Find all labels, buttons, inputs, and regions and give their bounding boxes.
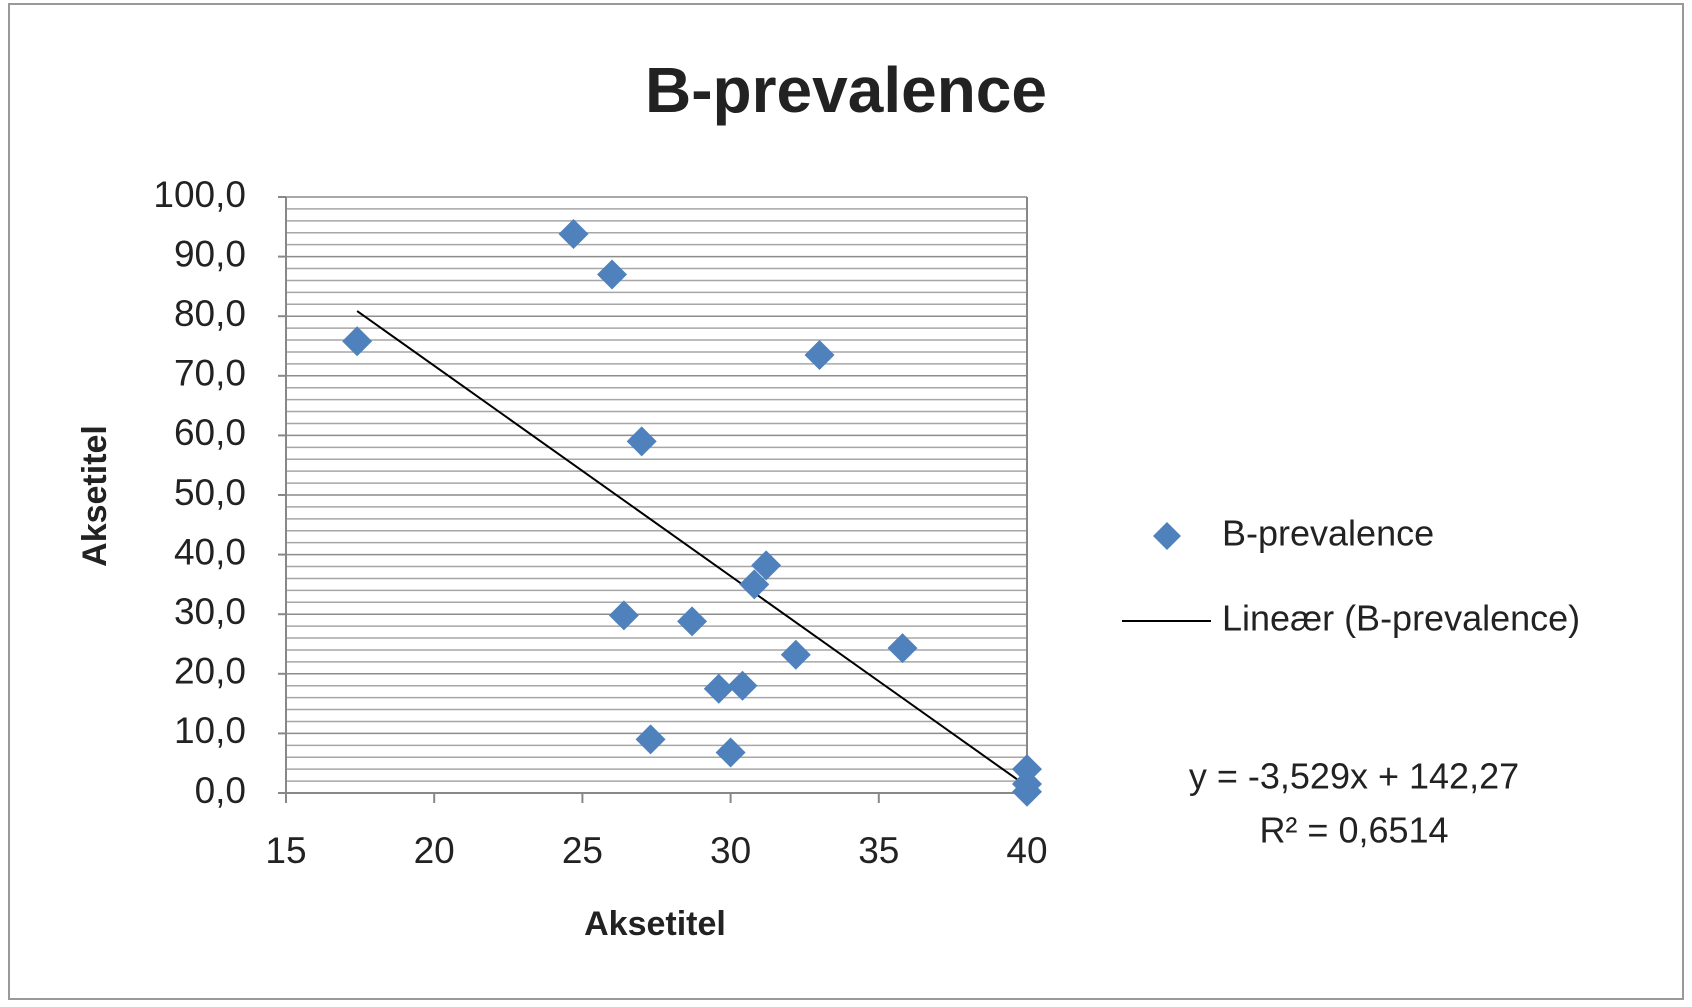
y-tick-label: 20,0: [174, 651, 246, 692]
x-axis-title: Aksetitel: [584, 905, 726, 943]
x-tick-label: 20: [414, 830, 455, 871]
data-point: [608, 600, 639, 631]
y-tick-label: 10,0: [174, 710, 246, 751]
y-tick-label: 70,0: [174, 353, 246, 394]
data-point: [715, 737, 746, 768]
x-tick-label: 25: [562, 830, 603, 871]
legend-label: Lineær (B-prevalence): [1222, 598, 1580, 639]
y-tick-label: 0,0: [195, 770, 246, 811]
y-tick-label: 60,0: [174, 412, 246, 453]
data-point: [1012, 776, 1042, 807]
y-tick-label: 50,0: [174, 472, 246, 513]
x-tick-label: 35: [858, 830, 899, 871]
data-point: [597, 259, 628, 290]
legend-marker: [1153, 522, 1181, 550]
y-tick-label: 100,0: [153, 174, 246, 215]
trendline-r-squared: R² = 0,6514: [1259, 810, 1448, 851]
chart-border: [8, 3, 1684, 1000]
x-tick-label: 40: [1006, 830, 1047, 871]
data-point: [703, 673, 734, 704]
trendline: [356, 310, 1028, 788]
legend-label: B-prevalence: [1222, 513, 1434, 554]
data-point: [558, 218, 589, 249]
x-tick-label: 15: [265, 830, 306, 871]
data-point: [804, 339, 835, 370]
x-tick-label: 30: [710, 830, 751, 871]
data-point: [739, 569, 770, 600]
y-axis-title: Aksetitel: [76, 425, 114, 567]
y-tick-label: 40,0: [174, 531, 246, 572]
y-tick-label: 80,0: [174, 293, 246, 334]
data-point: [780, 639, 811, 670]
data-point: [677, 606, 708, 637]
data-point: [751, 550, 782, 581]
data-point: [635, 724, 666, 755]
data-point: [626, 426, 657, 457]
chart-title: B-prevalence: [645, 54, 1047, 126]
data-point: [887, 633, 918, 664]
trendline-equation: y = -3,529x + 142,27: [1189, 756, 1519, 797]
data-point: [342, 326, 373, 357]
y-tick-label: 90,0: [174, 233, 246, 274]
y-tick-label: 30,0: [174, 591, 246, 632]
data-point: [727, 670, 758, 701]
